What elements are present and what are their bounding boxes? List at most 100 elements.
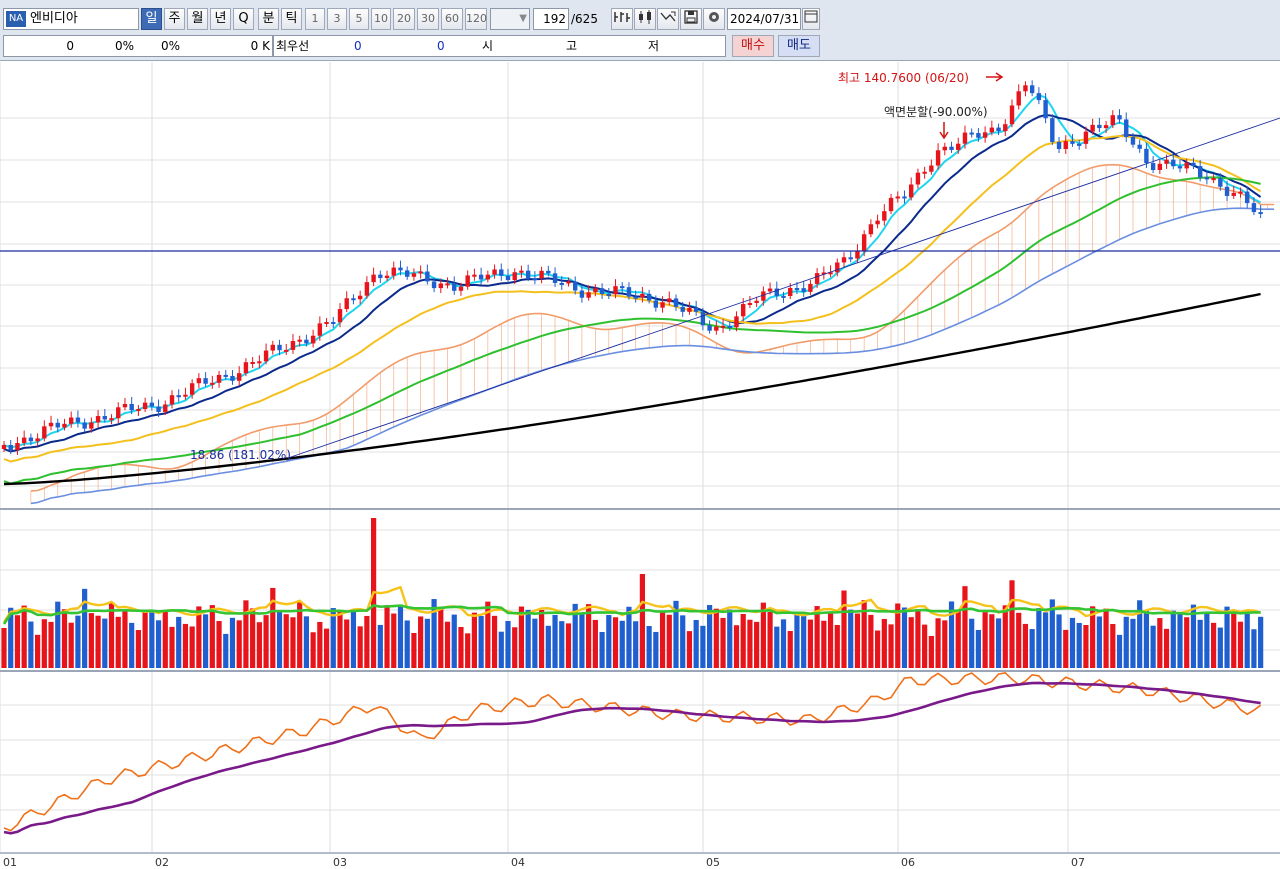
tab-minute[interactable]: 분 [258, 8, 279, 30]
candle-body [505, 275, 511, 281]
candle-body [89, 422, 94, 429]
low-annotation: 18.86 (181.02%) [190, 448, 291, 462]
volume-bar [55, 601, 61, 668]
custom-interval-input[interactable]: ▼ [490, 8, 530, 30]
count-input[interactable]: 192 [533, 8, 569, 30]
minute-option[interactable]: 30 [417, 8, 439, 30]
volume-bar [774, 626, 780, 668]
tab-tick[interactable]: 틱 [281, 8, 302, 30]
candle-body [882, 211, 887, 221]
volume-bar [754, 621, 760, 668]
candle-body [1003, 124, 1008, 132]
x-axis-label: 03 [333, 856, 347, 869]
volume-bar [1211, 622, 1217, 668]
minute-option[interactable]: 1 [305, 8, 325, 30]
volume-bar [875, 630, 881, 668]
candle-body [42, 426, 47, 439]
candle-body [519, 270, 524, 273]
save-icon[interactable] [680, 8, 702, 30]
candle-body [794, 288, 800, 291]
candle-icon[interactable] [634, 8, 656, 30]
minute-option[interactable]: 3 [327, 8, 347, 30]
trend-line[interactable] [287, 117, 1280, 459]
chart-type-icon[interactable] [611, 8, 633, 30]
calendar-icon[interactable] [802, 8, 820, 30]
minute-option[interactable]: 5 [349, 8, 369, 30]
obv-indicator [3, 671, 1262, 835]
volume-bar [1177, 612, 1183, 668]
volume-bar [794, 613, 800, 668]
minute-option[interactable]: 10 [371, 8, 391, 30]
volume-bar [827, 613, 834, 668]
settings-icon[interactable] [703, 8, 725, 30]
tab-daily[interactable]: 일 [141, 8, 162, 30]
candle-body [1238, 191, 1243, 194]
volume-bar [1130, 618, 1136, 668]
candle-body [599, 288, 605, 294]
volume-bar [539, 609, 545, 668]
candle-body [593, 288, 598, 293]
best-label: 최우선 [276, 39, 310, 53]
compare-icon[interactable] [657, 8, 679, 30]
candle-body [1016, 91, 1021, 106]
candle-body [1144, 148, 1149, 164]
candle-body [122, 403, 128, 408]
volume-bar [135, 630, 141, 668]
volume-bar [626, 606, 632, 668]
volume-bar [1083, 624, 1089, 668]
change-pct-2: 0% [160, 39, 180, 53]
volume-bar [612, 617, 619, 668]
volume-bar [969, 618, 975, 668]
volume-bars [1, 518, 1264, 668]
candle-body [149, 402, 155, 407]
volume-bar [189, 626, 195, 668]
stock-chart[interactable]: 최고 140.7600 (06/20) 액면분할(-90.00%) 18.86 … [0, 60, 1280, 869]
volume-bar [1184, 617, 1190, 668]
volume-bar [854, 613, 861, 668]
candle-body [1070, 141, 1075, 144]
chevron-down-icon[interactable]: ▼ [519, 13, 527, 24]
candle-body [714, 326, 719, 331]
volume-bar [1043, 612, 1049, 668]
minute-option[interactable]: 120 [465, 8, 487, 30]
volume-bar [922, 624, 928, 668]
candle-body [364, 282, 370, 296]
candle-body [1164, 159, 1169, 164]
minute-option[interactable]: 20 [393, 8, 415, 30]
tab-monthly[interactable]: 월 [187, 8, 208, 30]
tab-yearly[interactable]: 년 [210, 8, 231, 30]
candle-body [1043, 100, 1048, 119]
volume-bar [861, 600, 867, 668]
volume-bar [364, 615, 370, 668]
volume-bar [686, 631, 693, 668]
chart-background [0, 62, 1280, 852]
candle-body [922, 171, 927, 174]
date-input[interactable]: 2024/07/31 [727, 8, 801, 30]
buy-button[interactable]: 매수 [732, 35, 774, 57]
volume-bar [975, 629, 981, 668]
tab-quarter[interactable]: Q [233, 8, 254, 30]
symbol-box[interactable]: NA 엔비디아 [3, 8, 139, 30]
volume-bar [209, 605, 215, 668]
volume-bar [102, 618, 108, 668]
volume-bar [707, 605, 713, 668]
volume-bar [868, 614, 874, 668]
minute-option[interactable]: 60 [441, 8, 463, 30]
volume-bar [1143, 610, 1149, 668]
sell-button[interactable]: 매도 [778, 35, 820, 57]
candle-body [1009, 105, 1015, 125]
volume-bar [431, 599, 437, 668]
candle-body [344, 298, 349, 310]
volume-bar [592, 619, 598, 668]
volume-bar [727, 609, 733, 668]
candle-body [532, 278, 538, 281]
obv-signal-line [3, 681, 1261, 835]
tab-weekly[interactable]: 주 [164, 8, 185, 30]
volume-bar [451, 614, 457, 668]
candle-body [391, 267, 396, 276]
volume-bar [532, 618, 538, 668]
candle-body [559, 282, 564, 285]
volume-bar [606, 615, 612, 668]
volume-bar [841, 590, 847, 668]
symbol-name: 엔비디아 [30, 11, 78, 26]
